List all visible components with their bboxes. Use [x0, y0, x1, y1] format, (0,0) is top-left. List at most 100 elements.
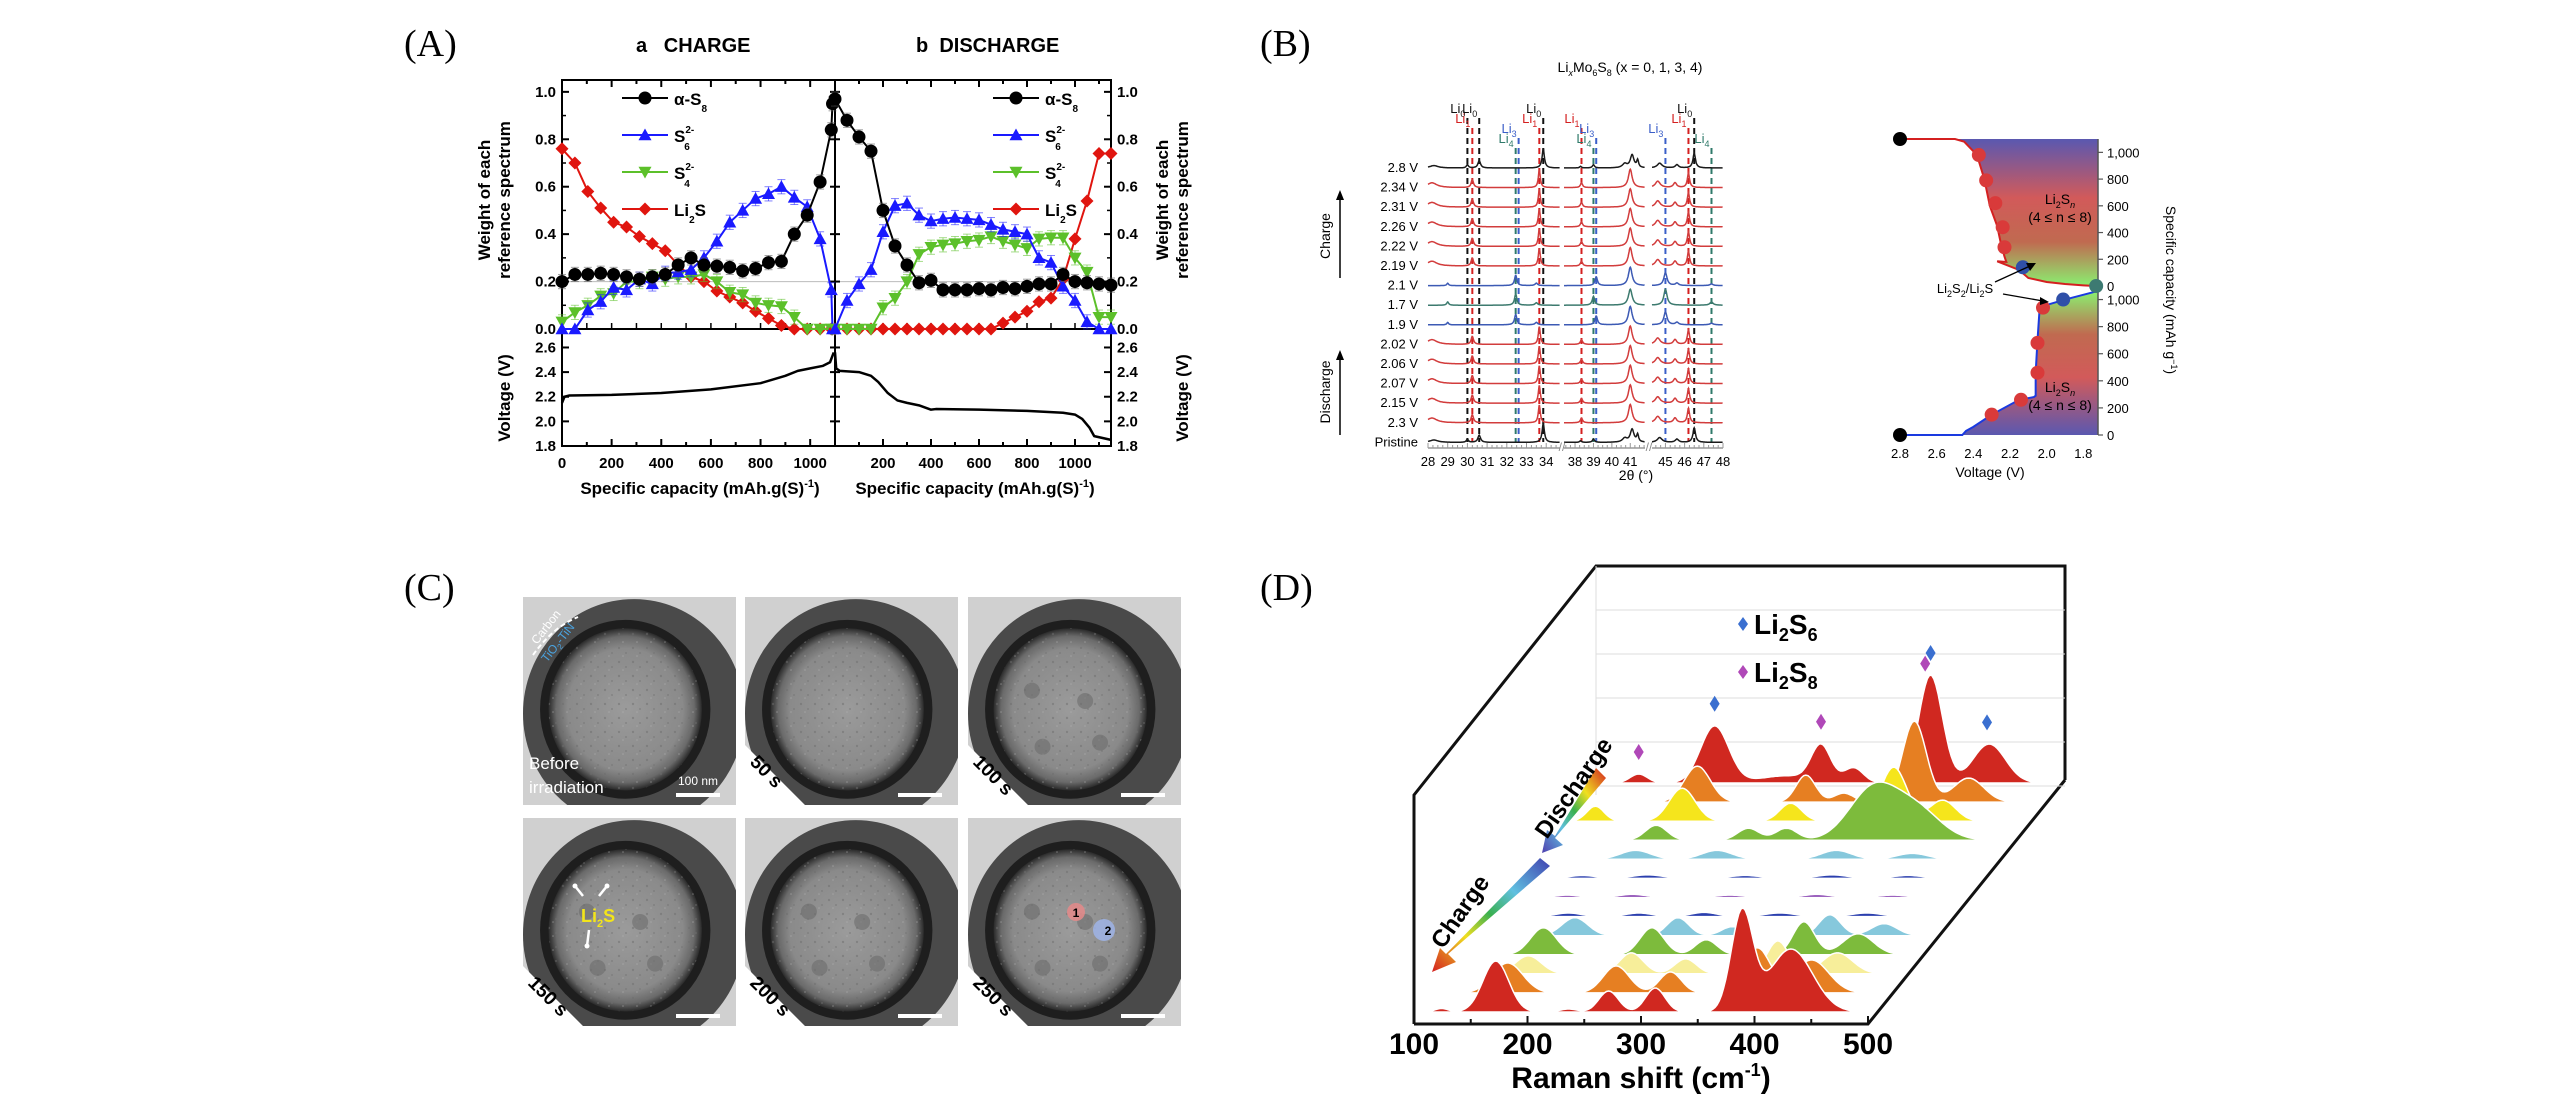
before-label-line2: irradiation — [529, 778, 604, 797]
charge-data-point — [684, 251, 698, 265]
reference-line-label: Li0 — [1462, 101, 1477, 119]
ref-label-sub: 3 — [1658, 129, 1663, 139]
discharge-data-point — [924, 322, 938, 336]
charge-point — [1893, 132, 1907, 146]
marker-1-label: 1 — [1073, 906, 1080, 920]
li2s-cluster — [1092, 955, 1109, 972]
xrd-trace — [1427, 148, 1723, 169]
xrd-trace-segment — [1651, 346, 1723, 365]
arrow-to-upper — [1994, 265, 2031, 283]
discharge-data-point — [1092, 311, 1106, 324]
xrd-trace-label: 2.3 V — [1388, 415, 1419, 430]
discharge-data-point — [876, 322, 890, 336]
discharge-data-point — [912, 276, 926, 290]
discharge-data-point — [972, 282, 986, 296]
charge-arrow — [1432, 858, 1550, 972]
legend-label-3: Li2S — [674, 201, 706, 226]
raman-spectrum-3 — [1558, 781, 1994, 842]
charge-data-point — [787, 322, 801, 336]
legend-label-0: α-S8 — [1045, 90, 1078, 115]
charge-data-point — [761, 311, 775, 325]
charge-data-point — [620, 270, 634, 284]
xrd-trace-segment — [1427, 326, 1560, 346]
discharge-data-point — [1008, 310, 1022, 324]
panel-label-d: (D) — [1260, 567, 1313, 609]
vc-xlabel: Voltage (V) — [1955, 464, 2024, 480]
discharge-data-point — [1092, 277, 1106, 291]
scale-bar — [676, 1014, 720, 1018]
charge-data-point — [774, 180, 788, 192]
ref-label-main: Li — [1671, 111, 1681, 126]
discharge-series-line — [834, 202, 1111, 330]
charge-data-point — [787, 190, 801, 203]
charge-series-0 — [555, 96, 840, 290]
xrd-xtick-label: 45 — [1658, 454, 1672, 469]
discharge-series-line — [834, 98, 1112, 291]
charge-data-point — [581, 303, 595, 316]
legend-marker — [1009, 91, 1023, 105]
xrd-trace-label: Pristine — [1375, 434, 1418, 449]
reference-line-label: Li4 — [1576, 131, 1591, 149]
charge-data-point — [594, 295, 608, 307]
discharge-data-point — [1044, 277, 1058, 291]
raman-spectrum-7 — [1497, 911, 1932, 918]
legend-label-sub: 6 — [684, 142, 690, 153]
charge-data-point — [607, 281, 621, 293]
xrd-trace — [1427, 187, 1723, 208]
discharge-data-point — [876, 225, 890, 237]
vc-lower-ytick-label: 1,000 — [2107, 293, 2140, 308]
xrd-trace-segment — [1564, 363, 1645, 385]
discharge-data-point — [852, 323, 866, 336]
discharge-data-point — [960, 322, 974, 336]
legend-label-sub: 2 — [689, 215, 695, 226]
marker-2-blob — [1093, 919, 1115, 941]
discharge-data-point — [1020, 279, 1034, 293]
tem-frame-5: 250 s12 — [968, 818, 1181, 1026]
charge-voltage-curve — [560, 351, 835, 404]
ref-label-main: Li — [1694, 131, 1704, 146]
arrow-label-part: 2 — [1961, 289, 1966, 299]
xrd-trace-segment — [1651, 209, 1723, 228]
discharge-xtick-label: 600 — [966, 455, 991, 472]
legend-label-3: Li2S — [1045, 201, 1077, 226]
xrd-trace-label: 2.22 V — [1380, 238, 1418, 253]
charge-data-point — [555, 142, 569, 156]
discharge-data-point — [936, 212, 950, 224]
charge-data-point — [749, 297, 763, 310]
raman-xtick-label: 200 — [1502, 1028, 1552, 1061]
xrd-trace-segment — [1564, 153, 1645, 169]
discharge-group-label: Discharge — [1317, 360, 1333, 423]
weight-ytick-label-left: 0.2 — [535, 274, 556, 291]
weight-ytick-label-right: 0.2 — [1117, 274, 1138, 291]
charge-data-point — [761, 187, 775, 200]
xrd-trace-label: 2.06 V — [1380, 356, 1418, 371]
discharge-data-point — [1080, 194, 1094, 208]
ref-label-main: Li — [1648, 121, 1658, 136]
scale-bar-label: 100 nm — [678, 774, 718, 788]
raman-xlabel: Raman shift (cm-1) — [1511, 1060, 1770, 1095]
discharge-point — [2056, 292, 2071, 307]
xrd-trace — [1428, 265, 1723, 287]
discharge-data-point — [984, 322, 998, 336]
charge-data-point — [813, 232, 827, 245]
particle-texture — [993, 628, 1147, 791]
xrd-xtick-label: 33 — [1519, 454, 1533, 469]
voltage-ytick-label-right: 2.2 — [1117, 389, 1138, 406]
discharge-data-point — [1104, 311, 1118, 324]
weight-ytick-label-left: 0.6 — [535, 179, 556, 196]
xrd-trace-segment — [1564, 246, 1645, 267]
discharge-data-point — [1032, 251, 1046, 264]
xrd-trace-segment — [1651, 229, 1723, 248]
peak-marker-li2s8 — [1920, 655, 1931, 672]
li2s-cluster — [854, 914, 871, 930]
discharge-data-point — [852, 130, 866, 144]
charge-data-point — [581, 267, 595, 281]
discharge-data-point — [876, 203, 890, 217]
discharge-data-point — [1092, 322, 1106, 335]
upper-region-label: Li2Sn — [2045, 191, 2075, 210]
discharge-data-point — [1104, 147, 1118, 161]
